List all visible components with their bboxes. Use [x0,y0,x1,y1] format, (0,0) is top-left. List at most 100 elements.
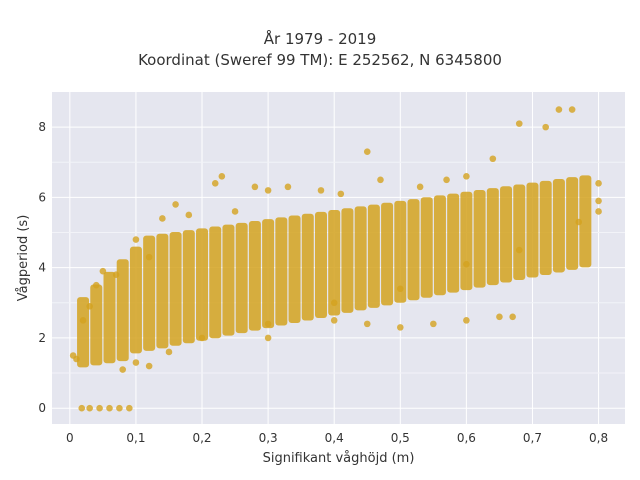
data-point [86,404,93,412]
data-point [337,190,345,198]
point-cloud-density [196,228,209,341]
point-cloud-density [539,180,552,275]
point-cloud-density [566,177,579,270]
point-cloud-density [460,191,473,291]
point-cloud-density [552,178,565,273]
point-cloud-density [394,200,407,303]
y-tick-label: 0 [38,401,46,415]
x-tick-label: 0,6 [457,431,476,445]
data-point [489,155,497,163]
point-cloud-density [473,189,486,288]
y-tick-label: 4 [38,261,46,275]
x-tick-label: 0,2 [192,431,211,445]
data-point [416,183,424,191]
point-cloud-density [209,226,222,339]
point-cloud-density [341,208,354,313]
data-point [443,176,450,184]
point-cloud-density [248,221,261,331]
data-point [264,334,272,342]
x-axis-ticks: 0 0,1 0,2 0,3 0,4 0,5 0,6 0,7 0,8 [66,431,608,445]
point-cloud-density [354,206,367,311]
point-cloud-density [262,219,275,329]
point-cloud-density [407,199,420,301]
point-cloud-density [420,197,433,298]
data-point [363,320,371,328]
point-cloud-density [288,215,301,324]
point-cloud-density [301,213,314,321]
point-cloud-density [103,271,116,364]
data-point [211,180,219,187]
chart-subtitle: Koordinat (Sweref 99 TM): E 252562, N 63… [138,51,502,69]
data-point [363,148,371,156]
x-axis-title: Signifikant våghöjd (m) [263,451,415,466]
data-point [132,359,140,366]
data-point [132,236,140,243]
data-point [78,404,86,412]
y-tick-label: 8 [38,120,46,134]
point-cloud-density [156,233,169,349]
x-tick-label: 0,7 [523,431,542,445]
data-point [284,183,292,191]
y-axis-title: Vågperiod (s) [16,215,31,302]
data-points [69,106,602,412]
x-tick-label: 0 [66,431,74,445]
x-tick-label: 0,8 [589,431,608,445]
point-cloud-density [143,235,156,351]
point-cloud-density [235,222,248,334]
point-cloud-density [513,184,526,281]
data-point [119,366,127,373]
data-point [515,120,523,127]
data-point [509,313,516,321]
point-cloud-density [526,182,539,278]
x-tick-label: 0,1 [126,431,145,445]
point-cloud-density [486,188,499,286]
point-cloud-density [169,231,182,346]
data-point [116,404,123,412]
x-tick-label: 0,5 [391,431,410,445]
data-point [231,208,239,215]
data-point [595,180,602,187]
point-cloud-density [367,204,380,308]
point-cloud-density [222,224,235,336]
data-point [463,173,470,180]
data-point [96,404,103,412]
y-tick-label: 6 [38,190,46,204]
point-cloud-density [90,284,103,366]
data-point [251,183,259,191]
data-point [330,317,338,324]
data-point [106,404,113,412]
data-point [218,173,226,180]
data-point [595,197,602,205]
point-cloud-density [433,195,446,296]
data-point [264,187,272,194]
point-cloud-density [116,259,129,362]
data-point [126,404,133,412]
chart-title: År 1979 - 2019 [263,30,377,48]
point-cloud-density [77,297,90,368]
y-tick-label: 2 [38,331,46,345]
point-cloud-density [314,211,327,318]
data-point [595,208,602,215]
point-cloud-density [328,210,341,316]
data-point [172,201,179,208]
data-point [165,348,173,356]
point-cloud-density [447,193,460,293]
data-point [463,317,470,324]
data-point [377,176,384,184]
point-cloud-density [381,202,394,306]
data-point [542,123,549,131]
data-point [555,106,563,113]
y-axis-ticks: 0 2 4 6 8 [38,120,46,415]
data-point [496,313,503,321]
data-point [568,106,576,113]
x-tick-label: 0,3 [259,431,278,445]
data-point [185,211,193,219]
point-cloud-density [579,175,592,268]
data-point [317,187,325,194]
data-point [159,215,166,222]
data-point [145,362,153,370]
data-point [396,324,404,331]
point-cloud-density [500,186,513,283]
point-cloud-density [129,246,142,354]
